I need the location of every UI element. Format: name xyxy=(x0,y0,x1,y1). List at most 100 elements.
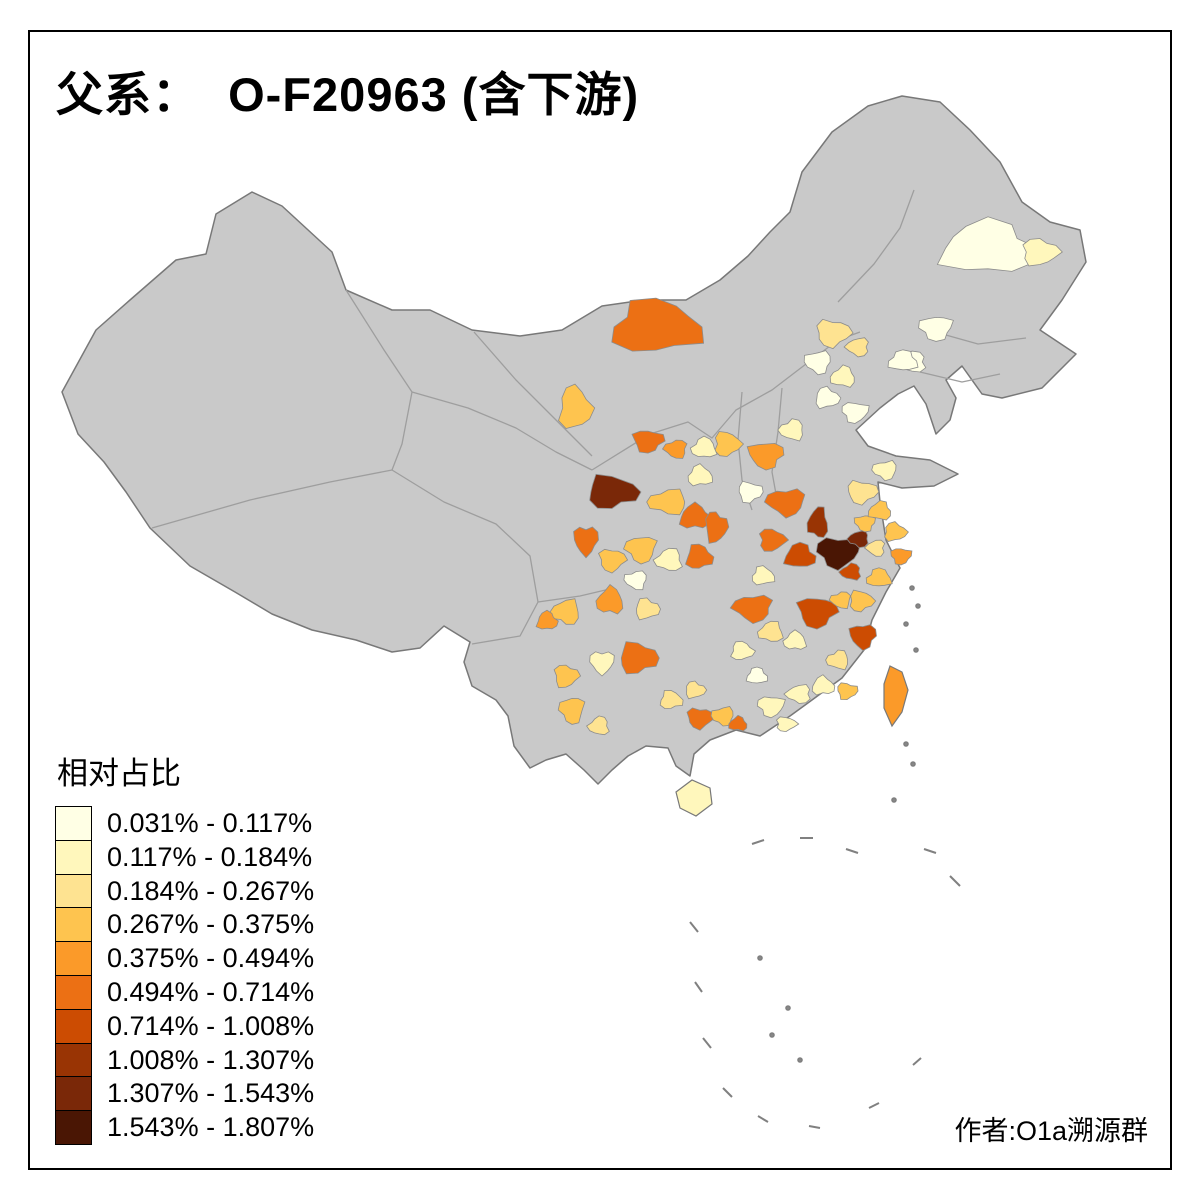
prefecture-region xyxy=(620,641,660,675)
legend-item: 1.008% - 1.307% xyxy=(55,1042,315,1078)
legend-label: 0.714% - 1.008% xyxy=(107,1010,315,1041)
legend-label: 0.494% - 0.714% xyxy=(107,976,315,1007)
prefecture-region xyxy=(756,620,784,642)
prefecture-region xyxy=(686,707,716,731)
legend-swatch xyxy=(55,1008,92,1044)
prefecture-region xyxy=(746,442,785,471)
legend-label: 0.267% - 0.375% xyxy=(107,909,315,940)
prefecture-region xyxy=(730,640,757,660)
prefecture-region xyxy=(795,598,840,630)
prefecture-region xyxy=(586,715,610,736)
prefecture-region xyxy=(782,629,808,650)
prefecture-region xyxy=(848,624,877,652)
prefecture-region xyxy=(589,473,642,509)
legend-item: 1.543% - 1.807% xyxy=(55,1110,314,1145)
prefecture-region xyxy=(636,597,661,621)
prefecture-region xyxy=(689,435,718,458)
prefecture-region xyxy=(652,547,683,571)
legend-swatch xyxy=(55,806,92,841)
prefecture-region xyxy=(777,418,803,442)
legend-item: 0.031% - 0.117% xyxy=(55,806,314,841)
prefecture-region xyxy=(685,543,715,569)
prefecture-region xyxy=(646,488,686,516)
hainan-island xyxy=(675,779,713,817)
prefecture-region xyxy=(841,402,870,424)
attribution: 作者:O1a溯源群 xyxy=(954,1116,1148,1146)
south-china-sea-islands xyxy=(689,585,961,1129)
prefecture-region xyxy=(837,682,859,701)
legend-label: 0.031% - 0.117% xyxy=(107,808,313,838)
legend-swatch xyxy=(55,1110,92,1145)
legend-item: 0.184% - 0.267% xyxy=(55,873,315,909)
legend-item: 0.494% - 0.714% xyxy=(55,974,315,1010)
legend: 相对占比 0.031% - 0.117% 0.117% - 0.184% 0.184… xyxy=(55,748,314,1145)
prefecture-region xyxy=(815,385,842,410)
prefecture-region xyxy=(756,696,786,719)
prefecture-region xyxy=(890,548,913,566)
prefecture-region xyxy=(811,674,836,696)
legend-item: 0.117% - 0.184% xyxy=(55,839,314,875)
taiwan-island xyxy=(883,665,909,728)
prefecture-region xyxy=(631,430,666,454)
legend-label: 0.184% - 0.267% xyxy=(107,875,315,906)
plot-frame xyxy=(28,30,1172,1170)
prefecture-region xyxy=(705,511,730,544)
legend-swatch xyxy=(55,941,92,976)
prefecture-region xyxy=(573,526,599,559)
prefecture-region xyxy=(1022,238,1063,267)
prefecture-region xyxy=(738,480,764,504)
prefecture-region xyxy=(782,541,817,567)
prefecture-region xyxy=(678,501,712,529)
prefecture-region xyxy=(806,506,829,538)
legend-label: 1.543% - 1.807% xyxy=(107,1112,315,1143)
legend-label: 1.008% - 1.307% xyxy=(107,1044,315,1075)
prefecture-region xyxy=(535,609,559,630)
prefecture-region xyxy=(936,216,1039,272)
prefecture-region xyxy=(843,337,869,358)
legend-label: 0.375% - 0.494% xyxy=(107,943,315,974)
prefecture-region xyxy=(728,714,748,732)
prefecture-region xyxy=(595,584,624,615)
prefecture-region xyxy=(829,364,855,388)
legend-item: 0.267% - 0.375% xyxy=(55,907,315,943)
prefecture-region xyxy=(714,431,745,457)
prefecture-region xyxy=(867,500,892,521)
prefecture-region xyxy=(816,318,854,350)
legend-item: 0.714% - 1.008% xyxy=(55,1008,315,1044)
legend-item: 0.375% - 0.494% xyxy=(55,941,314,976)
prefecture-region xyxy=(847,479,880,506)
prefecture-region xyxy=(623,570,647,591)
prefecture-region xyxy=(659,689,684,710)
prefecture-patches xyxy=(535,216,1063,736)
map-title: 父系： O-F20963 (含下游) xyxy=(56,68,640,121)
legend-swatch xyxy=(55,974,92,1010)
prefecture-region xyxy=(871,459,897,482)
prefecture-region xyxy=(758,528,790,552)
prefecture-region xyxy=(597,548,629,574)
prefecture-region xyxy=(887,349,919,371)
legend-item: 1.307% - 1.543% xyxy=(55,1076,315,1112)
prefecture-region xyxy=(729,594,774,625)
prefecture-region xyxy=(838,562,862,581)
prefecture-region xyxy=(623,536,658,565)
prefecture-region xyxy=(849,589,877,613)
legend-swatch xyxy=(55,1076,92,1112)
legend-swatch xyxy=(55,839,92,875)
prefecture-region xyxy=(745,666,769,684)
prefecture-region xyxy=(828,591,851,610)
legend-rows: 0.031% - 0.117% 0.117% - 0.184% 0.184% - 0… xyxy=(55,806,314,1145)
legend-label: 0.117% - 0.184% xyxy=(107,841,313,872)
prefecture-region xyxy=(918,316,954,342)
prefecture-region xyxy=(884,521,909,542)
legend-swatch xyxy=(55,873,92,909)
prefecture-region xyxy=(803,350,831,376)
prefecture-region xyxy=(611,297,705,352)
legend-label: 1.307% - 1.543% xyxy=(107,1078,315,1109)
prefecture-region xyxy=(553,664,582,689)
prefecture-region xyxy=(863,539,886,557)
prefecture-region xyxy=(558,383,596,429)
prefecture-region xyxy=(589,651,615,677)
prefecture-region xyxy=(825,649,849,671)
